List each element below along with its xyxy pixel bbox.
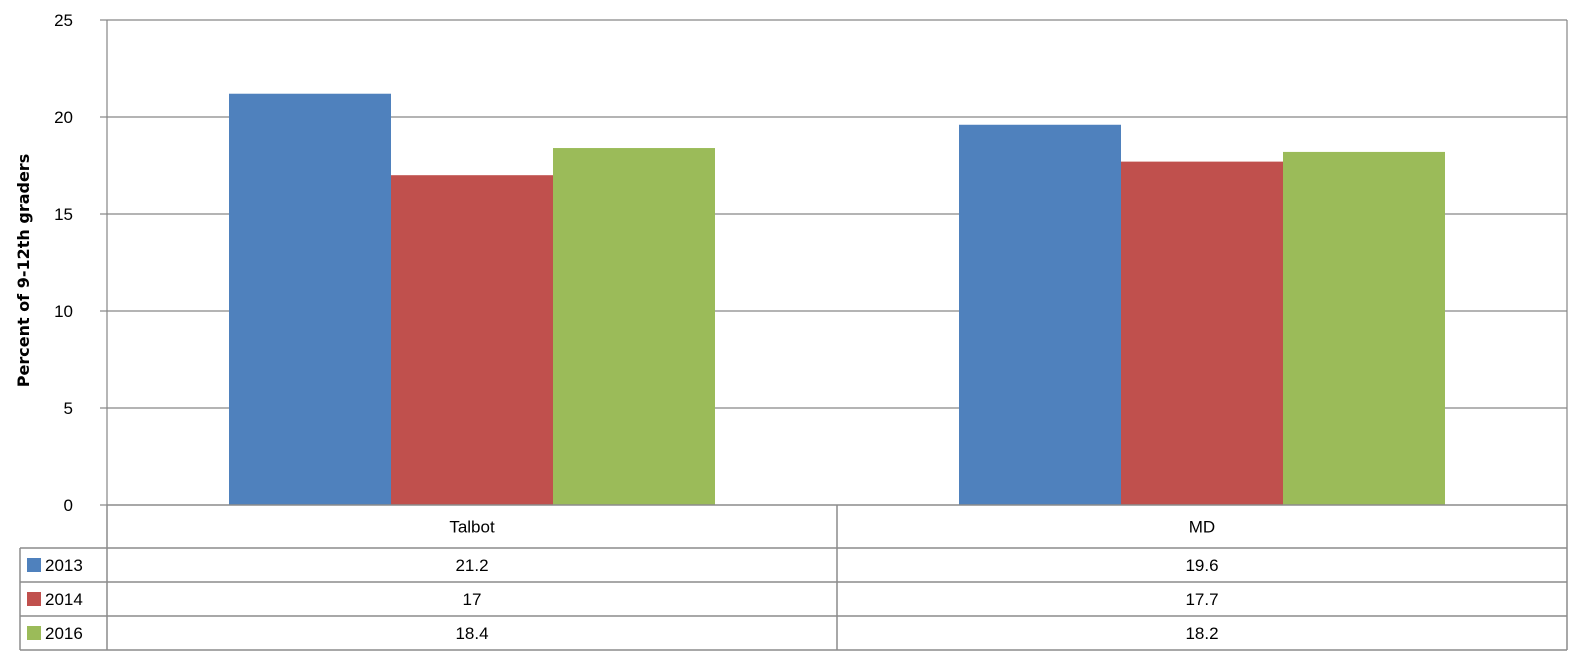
y-tick-label: 15 <box>54 205 73 224</box>
data-label-2016-md: 18.2 <box>1185 624 1218 643</box>
y-axis-ticks: 0 5 10 15 20 25 <box>54 11 107 515</box>
data-label-2016-talbot: 18.4 <box>455 624 488 643</box>
category-label-talbot: Talbot <box>449 518 495 537</box>
legend-label-2014: 2014 <box>45 590 83 609</box>
data-label-2014-md: 17.7 <box>1185 590 1218 609</box>
bar-2014-talbot <box>391 175 553 505</box>
y-tick-label: 5 <box>64 399 73 418</box>
bars <box>229 93 1445 506</box>
legend-swatch-2013 <box>27 558 41 572</box>
category-label-md: MD <box>1189 518 1215 537</box>
legend-label-2016: 2016 <box>45 624 83 643</box>
y-axis-label: Percent of 9-12th graders <box>14 154 33 387</box>
y-tick-label: 10 <box>54 302 73 321</box>
bar-2013-md <box>959 124 1121 505</box>
data-label-2013-md: 19.6 <box>1185 556 1218 575</box>
bar-2014-md <box>1121 161 1283 505</box>
y-tick-label: 0 <box>64 496 73 515</box>
axes <box>106 20 1568 505</box>
data-label-2014-talbot: 17 <box>463 590 482 609</box>
bar-2013-talbot <box>229 93 391 505</box>
data-table: Talbot MD 2013 21.2 19.6 2014 17 17.7 2016 18.4 18… <box>19 504 1568 651</box>
y-tick-label: 25 <box>54 11 73 30</box>
y-tick-label: 20 <box>54 108 73 127</box>
legend-swatch-2016 <box>27 626 41 640</box>
bar-2016-md <box>1283 151 1445 506</box>
data-label-2013-talbot: 21.2 <box>455 556 488 575</box>
bar-2016-talbot <box>553 148 715 506</box>
legend-label-2013: 2013 <box>45 556 83 575</box>
legend-swatch-2014 <box>27 592 41 606</box>
